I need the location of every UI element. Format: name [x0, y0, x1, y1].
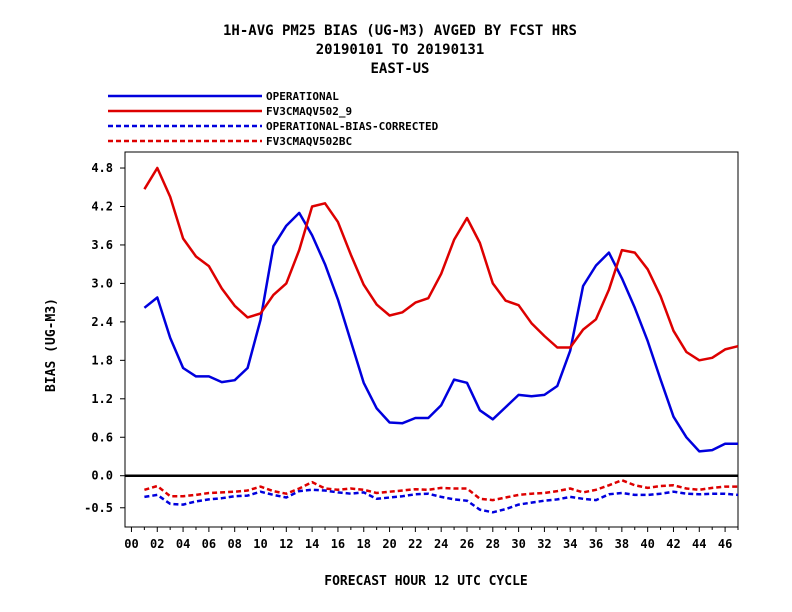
x-tick-label: 16 — [331, 537, 345, 551]
x-axis-label: FORECAST HOUR 12 UTC CYCLE — [324, 574, 528, 589]
legend-label: OPERATIONAL — [266, 90, 339, 103]
x-tick-label: 36 — [589, 537, 603, 551]
x-tick-label: 46 — [718, 537, 732, 551]
axis-ticks: 00 02 04 06 08 10 12 14 16 18 20 22 24 26 28 30 32 34 36 38… — [84, 161, 739, 551]
y-tick-label: 2.4 — [91, 315, 113, 329]
x-tick-label: 24 — [434, 537, 448, 551]
x-tick-label: 34 — [563, 537, 577, 551]
x-tick-label: 12 — [279, 537, 293, 551]
chart-title-line: 1H-AVG PM25 BIAS (UG-M3) AVGED BY FCST H… — [223, 23, 577, 39]
plot-frame — [124, 151, 739, 528]
legend: OPERATIONAL FV3CMAQV502_9 OPERATIONAL-BIAS… — [108, 90, 439, 148]
legend-label: OPERATIONAL-BIAS-CORRECTED — [266, 120, 439, 133]
x-tick-label: 26 — [460, 537, 474, 551]
series-line — [144, 488, 739, 514]
x-tick-label: 02 — [150, 537, 164, 551]
y-tick-label: 1.2 — [91, 392, 113, 406]
x-tick-label: 06 — [202, 537, 216, 551]
x-tick-label: 10 — [253, 537, 267, 551]
legend-label: FV3CMAQV502_9 — [266, 105, 352, 118]
x-tick-label: 08 — [227, 537, 241, 551]
x-tick-label: 44 — [692, 537, 706, 551]
x-tick-label: 20 — [382, 537, 396, 551]
series-lines — [143, 166, 739, 514]
x-tick-label: 18 — [357, 537, 371, 551]
y-tick-label: 0.0 — [91, 469, 113, 483]
chart-title-line: 20190101 TO 20190131 — [316, 42, 485, 58]
x-tick-label: 04 — [176, 537, 190, 551]
x-tick-label: 14 — [305, 537, 319, 551]
y-tick-label: 4.8 — [91, 161, 113, 175]
y-tick-label: 4.2 — [91, 199, 113, 213]
y-tick-label: -0.5 — [84, 501, 113, 515]
x-tick-label: 30 — [511, 537, 525, 551]
series-line — [144, 478, 738, 502]
x-tick-label: 28 — [486, 537, 500, 551]
chart-titles: 1H-AVG PM25 BIAS (UG-M3) AVGED BY FCST H… — [223, 23, 577, 77]
y-tick-label: 1.8 — [91, 353, 113, 367]
x-tick-label: 40 — [640, 537, 654, 551]
series-line — [143, 211, 738, 453]
series-line — [143, 166, 739, 362]
y-tick-label: 3.0 — [91, 276, 113, 290]
y-axis-label: BIAS (UG-M3) — [44, 298, 59, 392]
y-tick-label: 3.6 — [91, 238, 113, 252]
x-tick-label: 32 — [537, 537, 551, 551]
legend-label: FV3CMAQV502BC — [266, 135, 352, 148]
y-tick-label: 0.6 — [91, 430, 113, 444]
chart-title-line: EAST-US — [370, 61, 429, 77]
x-tick-label: 38 — [615, 537, 629, 551]
x-tick-label: 42 — [666, 537, 680, 551]
x-tick-label: 00 — [124, 537, 138, 551]
x-tick-label: 22 — [408, 537, 422, 551]
